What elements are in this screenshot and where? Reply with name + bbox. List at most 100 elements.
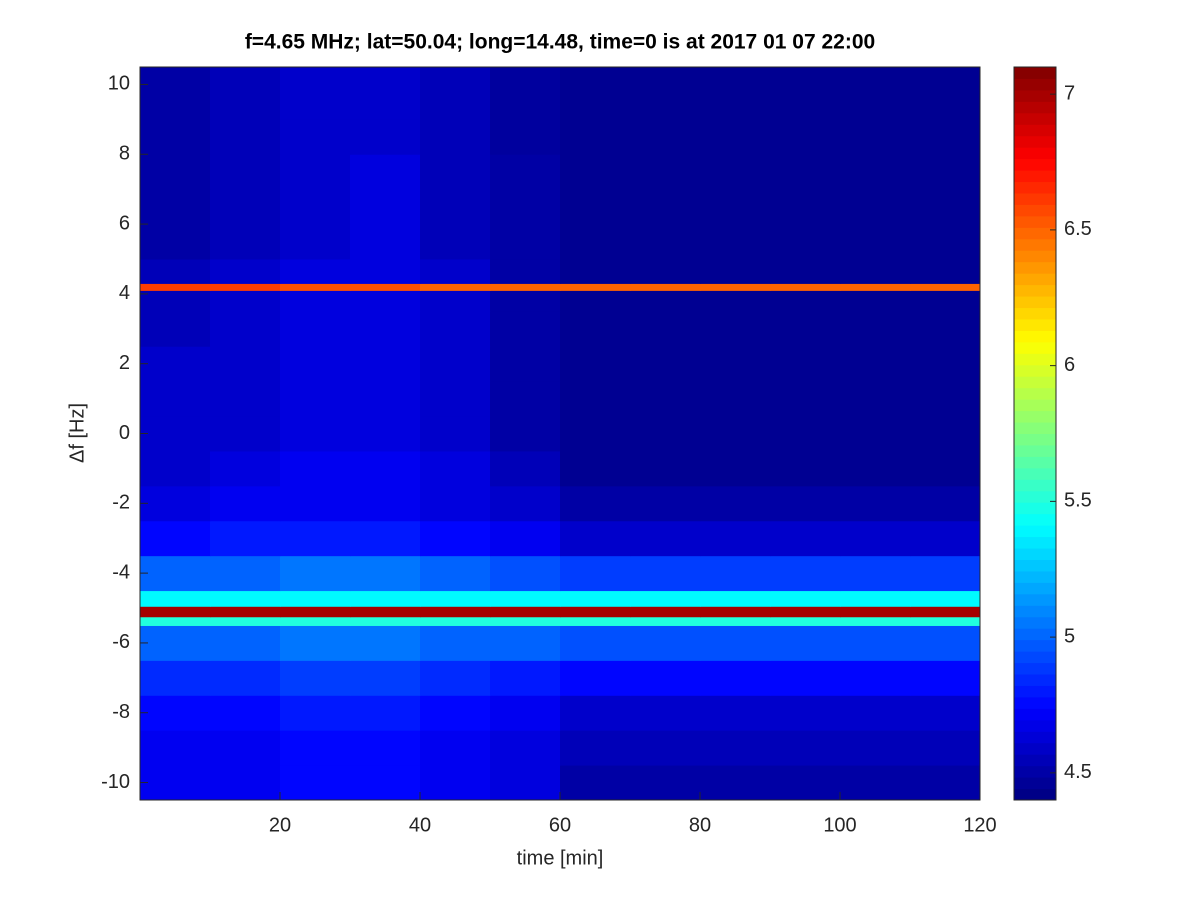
heatmap-cell (770, 606, 841, 618)
heatmap-cell (840, 154, 911, 190)
heatmap-cell (280, 258, 351, 284)
heatmap-cell (280, 346, 351, 382)
heatmap-cell (700, 590, 771, 607)
heatmap-cell (140, 381, 211, 417)
x-tick-label: 40 (409, 814, 431, 836)
heatmap-cell (140, 606, 211, 618)
colorbar-swatch (1014, 330, 1056, 343)
heatmap-cell (420, 311, 491, 347)
heatmap-cell (350, 189, 421, 225)
heatmap-cell (490, 283, 561, 291)
heatmap-cell (840, 765, 911, 801)
heatmap-cell (280, 416, 351, 452)
heatmap-cell (560, 283, 631, 291)
heatmap-cell (490, 189, 561, 225)
heatmap-cell (350, 346, 421, 382)
heatmap-cell (770, 765, 841, 801)
heatmap-cell (210, 283, 281, 291)
colorbar-swatch (1014, 112, 1056, 125)
heatmap-cell (770, 520, 841, 557)
colorbar-swatch (1014, 548, 1056, 560)
heatmap-cell (280, 606, 351, 618)
heatmap-cell (350, 416, 421, 452)
heatmap-cell (210, 119, 281, 155)
heatmap-cell (490, 616, 561, 626)
heatmap-cell (840, 590, 911, 607)
heatmap-cell (420, 346, 491, 382)
colorbar-tick-label: 4.5 (1064, 761, 1092, 783)
heatmap-cell (560, 520, 631, 557)
heatmap-cell (140, 258, 211, 284)
heatmap-cell (490, 258, 561, 284)
colorbar-tick-label: 7 (1064, 82, 1075, 104)
heatmap-cell (840, 606, 911, 618)
colorbar-swatch (1014, 765, 1056, 778)
heatmap-cell (210, 224, 281, 260)
heatmap-cell (420, 450, 491, 487)
heatmap-cell (910, 283, 981, 291)
heatmap-cell (350, 520, 421, 557)
heatmap-cell (490, 381, 561, 417)
colorbar-swatch (1014, 101, 1056, 114)
y-tick-label: 4 (119, 282, 130, 304)
heatmap-cell (280, 290, 351, 312)
heatmap-cell (770, 189, 841, 225)
colorbar-swatch (1014, 422, 1056, 434)
heatmap-cell (560, 346, 631, 382)
heatmap-cell (630, 730, 701, 766)
heatmap-cell (770, 660, 841, 696)
colorbar-frame (1013, 66, 1057, 801)
heatmap-cell (910, 730, 981, 766)
heatmap-cell (910, 520, 981, 557)
heatmap-cell (140, 189, 211, 225)
heatmap-cell (350, 625, 421, 661)
heatmap-cell (140, 416, 211, 452)
heatmap-cell (140, 660, 211, 696)
colorbar-swatch (1014, 525, 1056, 538)
heatmap-cell (280, 555, 351, 592)
x-tick-label: 20 (269, 814, 291, 836)
heatmap-cell (140, 520, 211, 557)
heatmap-cell (210, 730, 281, 766)
colorbar-swatch (1014, 639, 1056, 652)
x-tick-label: 80 (689, 814, 711, 836)
heatmap-cell (630, 485, 701, 522)
heatmap-cell (140, 67, 211, 120)
colorbar-swatch (1014, 67, 1056, 79)
heatmap-cell (280, 283, 351, 291)
colorbar-swatch (1014, 250, 1056, 263)
heatmap-cell (560, 258, 631, 284)
heatmap-cell (910, 485, 981, 522)
heatmap-cell (910, 258, 981, 284)
colorbar-swatch (1014, 628, 1056, 641)
heatmap-cell (630, 555, 701, 592)
heatmap-cell (700, 224, 771, 260)
heatmap-cell (280, 520, 351, 557)
colorbar-swatch (1014, 410, 1056, 423)
heatmap-cell (630, 189, 701, 225)
heatmap-cell (560, 381, 631, 417)
heatmap-cell (490, 346, 561, 382)
heatmap-cell (140, 485, 211, 522)
heatmap-cell (700, 189, 771, 225)
heatmap-cell (840, 224, 911, 260)
heatmap-cell (770, 381, 841, 417)
heatmap-cell (420, 154, 491, 190)
colorbar-swatch (1014, 662, 1056, 675)
heatmap-cell (140, 765, 211, 801)
colorbar-swatch (1014, 444, 1056, 457)
heatmap-cell (560, 311, 631, 347)
heatmap-cell (490, 119, 561, 155)
heatmap-cell (840, 119, 911, 155)
heatmap-cell (490, 625, 561, 661)
heatmap-cell (350, 606, 421, 618)
colorbar-swatch (1014, 78, 1056, 91)
heatmap-cell (280, 625, 351, 661)
heatmap-cell (280, 730, 351, 766)
colorbar-swatch (1014, 135, 1056, 148)
colorbar-swatch (1014, 387, 1056, 400)
x-tick-label: 120 (963, 814, 996, 836)
heatmap-cell (210, 616, 281, 626)
colorbar-swatch (1014, 204, 1056, 217)
y-tick-label: -4 (112, 561, 130, 583)
